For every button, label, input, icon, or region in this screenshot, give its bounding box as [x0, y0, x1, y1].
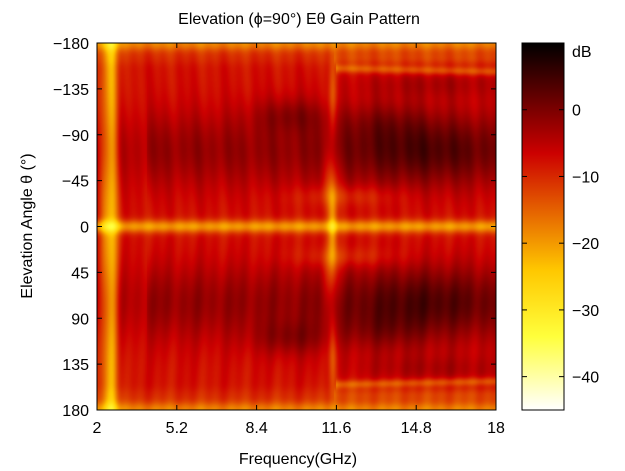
- y-tick-label: −90: [62, 128, 89, 145]
- colorbar-frame: [521, 42, 565, 411]
- chart-title: Elevation (ϕ=90°) Eθ Gain Pattern: [178, 11, 420, 28]
- x-tick-label: 11.6: [321, 420, 351, 437]
- y-axis: −180 −135 −90 −45 0 45 90 135 180: [53, 36, 496, 420]
- y-axis-label: Elevation Angle θ (°): [19, 153, 36, 298]
- y-tick-label: 135: [62, 357, 89, 374]
- y-tick-label: 90: [71, 311, 89, 328]
- y-tick-label: −180: [53, 36, 89, 53]
- colorbar-tick-label: −20: [572, 236, 599, 253]
- heatmap-image: [97, 43, 496, 410]
- colorbar-tick-label: −10: [572, 169, 599, 186]
- x-tick-label: 8.4: [245, 420, 267, 437]
- y-tick-label: −135: [53, 82, 89, 99]
- colorbar-tick-label: −40: [572, 370, 599, 387]
- y-tick-label: −45: [62, 174, 89, 191]
- colorbar-ticks: 0 −10 −20 −30 −40: [522, 103, 599, 387]
- x-tick-label: 5.2: [166, 420, 188, 437]
- colorbar: dB 0 −10 −20 −30 −40: [521, 42, 599, 411]
- x-axis-label: Frequency(GHz): [239, 451, 357, 468]
- x-tick-label: 2: [93, 420, 102, 437]
- heatmap-plot-area: [96, 42, 497, 411]
- x-tick-label: 14.8: [401, 420, 432, 437]
- x-tick-label: 18: [487, 420, 505, 437]
- colorbar-tick-label: 0: [572, 103, 581, 120]
- y-tick-label: 180: [62, 403, 89, 420]
- y-tick-label: 45: [71, 265, 89, 282]
- colorbar-tick-label: −30: [572, 303, 599, 320]
- colorbar-gradient: [522, 43, 564, 410]
- colorbar-unit: dB: [572, 44, 592, 61]
- x-axis: 2 5.2 8.4 11.6 14.8 18: [93, 43, 505, 437]
- y-tick-label: 0: [80, 220, 89, 237]
